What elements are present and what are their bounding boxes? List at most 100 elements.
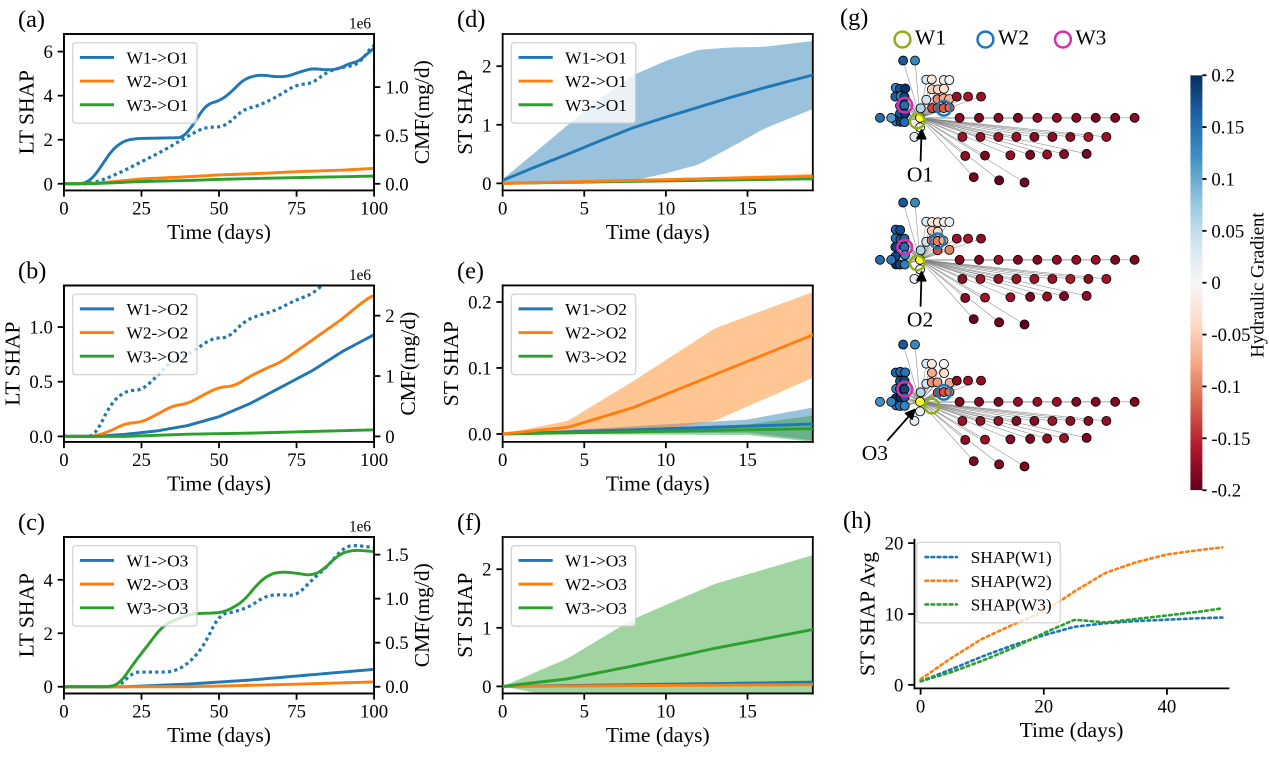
svg-text:Time (days): Time (days) <box>167 723 271 747</box>
svg-text:W1: W1 <box>915 26 946 50</box>
svg-text:W1->O3: W1->O3 <box>565 552 627 571</box>
svg-text:W3: W3 <box>1075 26 1106 50</box>
svg-text:2: 2 <box>43 130 52 151</box>
svg-text:ST SHAP: ST SHAP <box>439 321 463 406</box>
svg-text:Hydraulic Gradient: Hydraulic Gradient <box>1247 212 1268 358</box>
svg-text:1: 1 <box>482 618 491 639</box>
svg-text:25: 25 <box>132 199 151 220</box>
svg-text:LT SHAP: LT SHAP <box>0 321 24 405</box>
svg-text:15: 15 <box>738 199 757 220</box>
svg-text:0: 0 <box>43 677 52 698</box>
svg-text:6: 6 <box>43 42 52 63</box>
svg-text:W2->O1: W2->O1 <box>126 72 188 91</box>
svg-text:W1->O1: W1->O1 <box>126 48 188 67</box>
svg-text:-0.1: -0.1 <box>1211 377 1241 398</box>
svg-text:15: 15 <box>738 450 757 471</box>
svg-text:0.05: 0.05 <box>1211 221 1244 242</box>
svg-text:CMF(mg/d): CMF(mg/d) <box>396 312 420 416</box>
svg-text:W2->O1: W2->O1 <box>565 72 627 91</box>
svg-text:W3->O2: W3->O2 <box>126 347 188 366</box>
svg-text:0.2: 0.2 <box>468 292 491 313</box>
svg-text:0: 0 <box>385 427 394 448</box>
svg-text:10: 10 <box>657 199 676 220</box>
svg-text:0.5: 0.5 <box>385 633 408 654</box>
svg-text:W1->O1: W1->O1 <box>565 48 627 67</box>
svg-text:Time (days): Time (days) <box>606 723 710 747</box>
svg-text:20: 20 <box>1034 697 1053 718</box>
svg-text:(h): (h) <box>843 507 871 534</box>
svg-text:1e6: 1e6 <box>349 519 371 536</box>
svg-text:0.0: 0.0 <box>385 174 408 195</box>
svg-text:0: 0 <box>894 675 903 696</box>
svg-text:0: 0 <box>43 174 52 195</box>
svg-text:O1: O1 <box>907 162 933 186</box>
svg-text:CMF(mg/d): CMF(mg/d) <box>410 60 434 164</box>
svg-text:W2->O2: W2->O2 <box>126 324 188 343</box>
svg-text:0: 0 <box>59 199 68 220</box>
svg-text:Time (days): Time (days) <box>167 471 271 495</box>
svg-text:5: 5 <box>580 199 589 220</box>
svg-text:SHAP(W1): SHAP(W1) <box>971 548 1052 567</box>
svg-text:-0.15: -0.15 <box>1211 429 1250 450</box>
svg-text:100: 100 <box>360 199 388 220</box>
svg-text:75: 75 <box>287 450 306 471</box>
svg-text:25: 25 <box>132 450 151 471</box>
svg-text:15: 15 <box>738 702 757 723</box>
svg-text:W2->O3: W2->O3 <box>565 575 627 594</box>
svg-text:1: 1 <box>482 115 491 136</box>
svg-text:W1->O3: W1->O3 <box>126 552 188 571</box>
svg-text:W1->O2: W1->O2 <box>126 300 188 319</box>
svg-text:ST SHAP: ST SHAP <box>453 70 477 155</box>
svg-text:2: 2 <box>43 624 52 645</box>
svg-text:50: 50 <box>210 199 229 220</box>
svg-text:50: 50 <box>210 702 229 723</box>
svg-text:10: 10 <box>657 450 676 471</box>
svg-text:0.5: 0.5 <box>385 126 408 147</box>
svg-text:25: 25 <box>132 702 151 723</box>
svg-text:1.0: 1.0 <box>385 589 408 610</box>
svg-text:LT SHAP: LT SHAP <box>14 70 38 154</box>
svg-text:1.5: 1.5 <box>385 545 408 566</box>
svg-text:5: 5 <box>580 702 589 723</box>
svg-text:1e6: 1e6 <box>349 267 371 284</box>
svg-text:W2->O3: W2->O3 <box>126 575 188 594</box>
svg-text:0: 0 <box>1211 273 1220 294</box>
svg-text:W3->O1: W3->O1 <box>126 96 188 115</box>
svg-text:W3->O2: W3->O2 <box>565 347 627 366</box>
svg-text:0: 0 <box>482 174 491 195</box>
svg-text:W3->O3: W3->O3 <box>565 599 627 618</box>
svg-text:(e): (e) <box>457 257 484 284</box>
svg-text:0: 0 <box>59 702 68 723</box>
svg-text:W3->O3: W3->O3 <box>126 599 188 618</box>
svg-text:2: 2 <box>482 57 491 78</box>
svg-text:0.5: 0.5 <box>29 372 52 393</box>
svg-text:0.1: 0.1 <box>1211 169 1234 190</box>
svg-text:(b): (b) <box>18 257 46 284</box>
svg-text:(c): (c) <box>18 509 45 536</box>
svg-text:2: 2 <box>385 306 394 327</box>
svg-text:ST SHAP: ST SHAP <box>453 573 477 658</box>
svg-text:20: 20 <box>885 534 904 555</box>
svg-text:SHAP(W2): SHAP(W2) <box>971 572 1052 591</box>
svg-text:5: 5 <box>580 450 589 471</box>
svg-text:1.0: 1.0 <box>29 318 52 339</box>
svg-text:-0.2: -0.2 <box>1211 481 1241 502</box>
svg-text:0: 0 <box>482 677 491 698</box>
svg-text:Time (days): Time (days) <box>167 220 271 244</box>
svg-text:O3: O3 <box>862 441 888 465</box>
svg-text:1: 1 <box>385 367 394 388</box>
svg-text:0: 0 <box>59 450 68 471</box>
svg-text:0.1: 0.1 <box>468 358 491 379</box>
svg-text:0: 0 <box>916 697 925 718</box>
svg-text:-0.05: -0.05 <box>1211 325 1250 346</box>
svg-text:0.0: 0.0 <box>29 427 52 448</box>
svg-text:100: 100 <box>360 450 388 471</box>
svg-text:Time (days): Time (days) <box>606 220 710 244</box>
svg-text:75: 75 <box>287 702 306 723</box>
svg-text:CMF(mg/d): CMF(mg/d) <box>410 563 434 667</box>
svg-text:Time (days): Time (days) <box>606 471 710 495</box>
svg-text:100: 100 <box>360 702 388 723</box>
svg-text:LT SHAP: LT SHAP <box>14 573 38 657</box>
svg-text:0: 0 <box>498 199 507 220</box>
svg-text:(g): (g) <box>840 4 868 31</box>
